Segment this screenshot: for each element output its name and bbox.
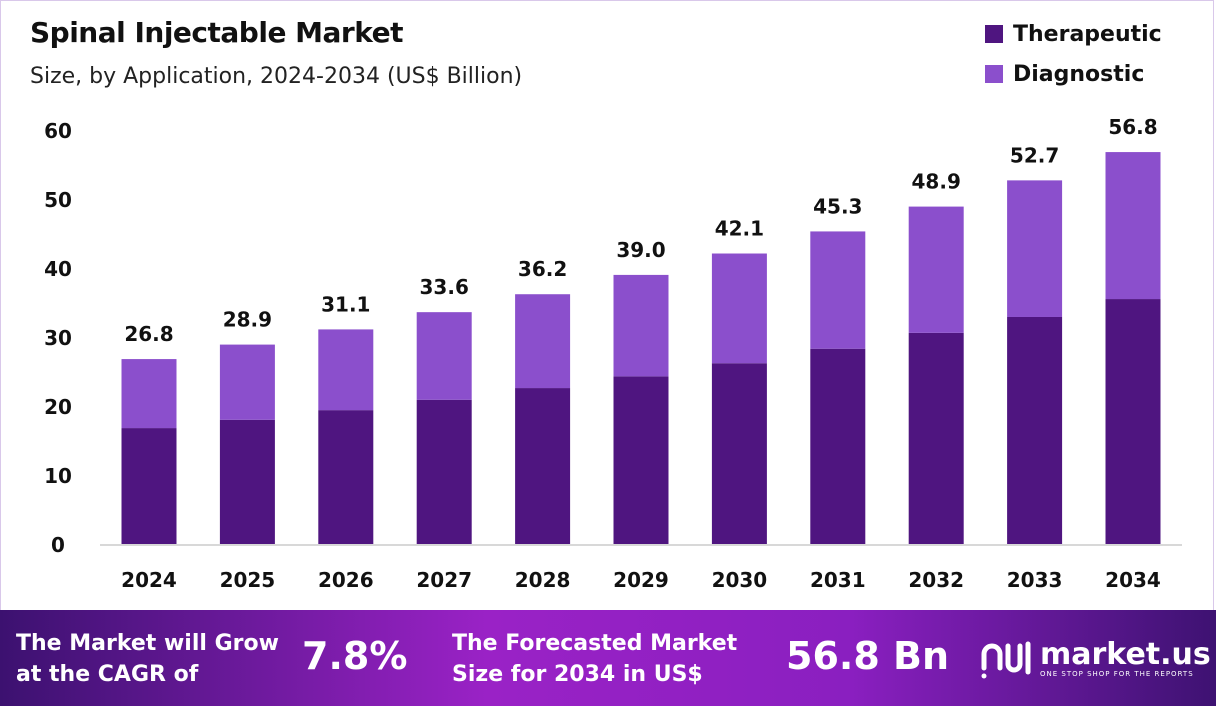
- bar-diagnostic: [613, 274, 669, 377]
- market-us-logo: market.us ONE STOP SHOP FOR THE REPORTS: [978, 638, 1211, 680]
- legend-item-therapeutic: Therapeutic: [985, 14, 1162, 54]
- bar-diagnostic: [121, 359, 177, 429]
- x-tick-label: 2024: [121, 568, 177, 592]
- data-label: 39.0: [616, 238, 665, 262]
- x-tick-label: 2028: [515, 568, 571, 592]
- data-label: 56.8: [1108, 115, 1157, 139]
- bar-diagnostic: [1105, 152, 1161, 300]
- x-tick-label: 2026: [318, 568, 374, 592]
- bar-therapeutic: [1105, 299, 1161, 544]
- cagr-label-line: The Market will Grow: [16, 631, 279, 656]
- bar-diagnostic: [711, 253, 767, 364]
- data-label: 45.3: [813, 194, 862, 218]
- bar-chart: 010203040506026.8202428.9202531.1202633.…: [44, 115, 1182, 592]
- bar-therapeutic: [318, 410, 374, 544]
- bar-diagnostic: [318, 329, 374, 411]
- y-tick-label: 40: [44, 257, 72, 281]
- bar-therapeutic: [515, 388, 571, 544]
- legend: Therapeutic Diagnostic: [985, 14, 1162, 94]
- x-tick-label: 2031: [810, 568, 866, 592]
- bar-diagnostic: [908, 206, 964, 333]
- forecast-label-line: Size for 2034 in US$: [452, 662, 703, 687]
- legend-label: Therapeutic: [1013, 21, 1162, 47]
- bar-therapeutic: [121, 428, 177, 544]
- bar-therapeutic: [613, 376, 669, 544]
- x-tick-label: 2030: [712, 568, 768, 592]
- forecast-value: 56.8 Bn: [786, 634, 950, 678]
- x-tick-label: 2032: [908, 568, 964, 592]
- chart-frame: [0, 0, 1214, 610]
- legend-swatch-diagnostic: [985, 65, 1003, 83]
- bar-therapeutic: [416, 399, 472, 544]
- footer-banner: The Market will Grow at the CAGR of 7.8% …: [0, 610, 1216, 706]
- x-tick-label: 2027: [416, 568, 472, 592]
- bar-therapeutic: [810, 348, 866, 544]
- chart-subtitle: Size, by Application, 2024-2034 (US$ Bil…: [30, 64, 523, 89]
- bar-therapeutic: [908, 332, 964, 544]
- legend-swatch-therapeutic: [985, 25, 1003, 43]
- x-tick-label: 2033: [1007, 568, 1063, 592]
- x-tick-label: 2034: [1105, 568, 1161, 592]
- cagr-label: The Market will Grow at the CAGR of: [16, 628, 279, 690]
- bar-diagnostic: [416, 312, 472, 400]
- bar-diagnostic: [810, 231, 866, 349]
- y-tick-label: 20: [44, 395, 72, 419]
- y-tick-label: 0: [51, 533, 65, 557]
- bar-therapeutic: [219, 419, 275, 544]
- data-label: 26.8: [124, 322, 173, 346]
- y-tick-label: 10: [44, 464, 72, 488]
- logo-mark-icon: [981, 641, 1031, 679]
- bar-diagnostic: [515, 294, 571, 389]
- chart-title: Spinal Injectable Market: [30, 16, 404, 49]
- y-tick-label: 60: [44, 119, 72, 143]
- x-tick-label: 2029: [613, 568, 669, 592]
- legend-label: Diagnostic: [1013, 61, 1145, 87]
- data-label: 42.1: [715, 217, 764, 241]
- cagr-value: 7.8%: [302, 634, 408, 678]
- data-label: 48.9: [912, 170, 961, 194]
- legend-item-diagnostic: Diagnostic: [985, 54, 1162, 94]
- bar-diagnostic: [1007, 180, 1063, 317]
- data-label: 36.2: [518, 257, 567, 281]
- logo-name: market.us: [1040, 637, 1211, 672]
- data-label: 52.7: [1010, 143, 1059, 167]
- data-label: 28.9: [223, 308, 272, 332]
- y-tick-label: 50: [44, 188, 72, 212]
- data-label: 31.1: [321, 292, 370, 316]
- forecast-label-line: The Forecasted Market: [452, 631, 738, 656]
- cagr-label-line: at the CAGR of: [16, 662, 199, 687]
- bar-therapeutic: [1007, 316, 1063, 544]
- x-tick-label: 2025: [220, 568, 276, 592]
- bar-diagnostic: [219, 344, 275, 420]
- data-label: 33.6: [420, 275, 469, 299]
- forecast-label: The Forecasted Market Size for 2034 in US…: [452, 628, 737, 690]
- y-tick-label: 30: [44, 326, 72, 350]
- logo-tagline: ONE STOP SHOP FOR THE REPORTS: [1040, 670, 1194, 678]
- bar-therapeutic: [711, 363, 767, 544]
